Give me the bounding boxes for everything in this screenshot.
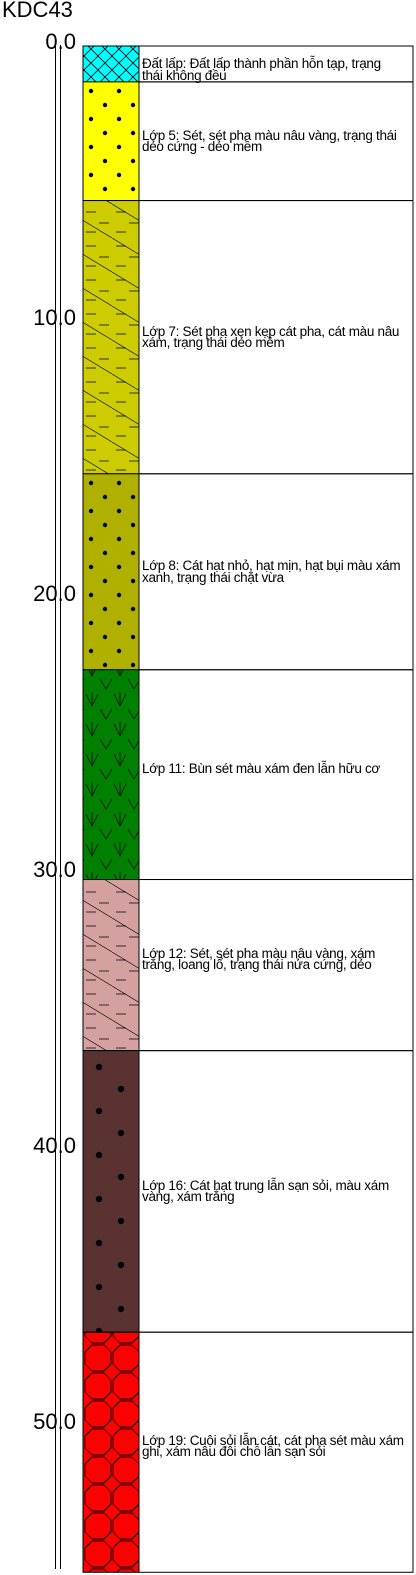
layer-pattern — [82, 879, 140, 1052]
layer-description: Lớp 11: Bùn sét màu xám đen lẫn hữu cơ — [142, 761, 380, 777]
depth-tick-label: 10.0 — [33, 305, 76, 330]
depth-axis-line-inner — [60, 45, 61, 1569]
layer-description: Đất lấp: Đất lấp thành phần hỗn tạp, trạ… — [142, 56, 381, 83]
layer-description: Lớp 5: Sét, sét pha màu nâu vàng, trạng … — [142, 127, 397, 155]
borehole-title: KDC43 — [2, 0, 73, 22]
layer-pattern — [82, 81, 140, 202]
layer-pattern — [82, 1050, 140, 1333]
layer-description: Lớp 19: Cuội sỏi lẫn cát, cát pha sét mà… — [142, 1432, 404, 1460]
depth-tick-label: 40.0 — [33, 1133, 76, 1158]
layer-description: Lớp 16: Cát hạt trung lẫn sạn sỏi, màu x… — [142, 1177, 389, 1205]
depth-tick-label: 30.0 — [33, 857, 76, 882]
depth-tick-label: 20.0 — [33, 581, 76, 606]
layer-description-cell — [138, 1331, 414, 1573]
depth-tick-label: 50.0 — [33, 1409, 76, 1434]
layer-pattern — [82, 1331, 140, 1573]
layer-description: Lớp 7: Sét pha xen kẹp cát pha, cát màu … — [142, 323, 400, 351]
layer-description: Lớp 12: Sét, sét pha màu nâu vàng, xám t… — [142, 945, 376, 973]
layer-pattern — [82, 473, 140, 671]
layer-pattern — [82, 200, 140, 475]
layer-pattern — [82, 669, 140, 881]
layer-description: Lớp 8: Cát hạt nhỏ, hạt mịn, hạt bụi màu… — [142, 558, 401, 585]
depth-axis-line — [55, 45, 56, 1569]
layer-pattern — [82, 45, 140, 83]
